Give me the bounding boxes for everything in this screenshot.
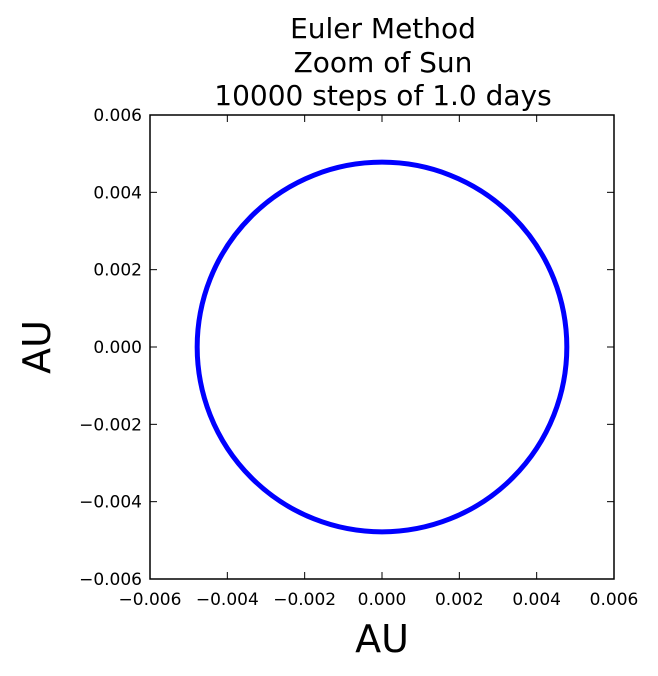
y-tick-label: 0.006 xyxy=(93,106,142,126)
orbit-series-0 xyxy=(194,159,570,535)
x-tick-label: 0.000 xyxy=(358,590,407,610)
x-tick-label: −0.002 xyxy=(273,590,336,610)
y-axis-label: AU xyxy=(15,320,59,374)
y-tick-label: 0.002 xyxy=(93,261,142,281)
orbit-layer xyxy=(194,159,570,535)
x-axis-label: AU xyxy=(355,617,409,661)
plot-area xyxy=(149,114,615,580)
y-tick-label: 0.004 xyxy=(93,183,142,203)
y-tick-label: 0.000 xyxy=(93,338,142,358)
title-line-1: Euler Method xyxy=(290,12,476,45)
x-ticks: −0.006 −0.004 −0.002 0.000 0.002 0.004 0.006 xyxy=(119,115,639,610)
y-ticks: −0.006 −0.004 −0.002 0.000 0.002 0.004 0.006 xyxy=(79,106,614,590)
title-line-2: Zoom of Sun xyxy=(294,46,473,79)
y-tick-label: −0.004 xyxy=(79,493,142,513)
x-tick-label: 0.006 xyxy=(590,590,639,610)
title-line-3: 10000 steps of 1.0 days xyxy=(214,79,551,112)
y-tick-label: −0.006 xyxy=(79,570,142,590)
x-tick-label: −0.004 xyxy=(196,590,259,610)
x-tick-label: 0.002 xyxy=(435,590,484,610)
chart-title: Euler Method Zoom of Sun 10000 steps of … xyxy=(214,12,551,112)
x-tick-label: −0.006 xyxy=(119,590,182,610)
x-tick-label: 0.004 xyxy=(512,590,561,610)
y-tick-label: −0.002 xyxy=(79,415,142,435)
